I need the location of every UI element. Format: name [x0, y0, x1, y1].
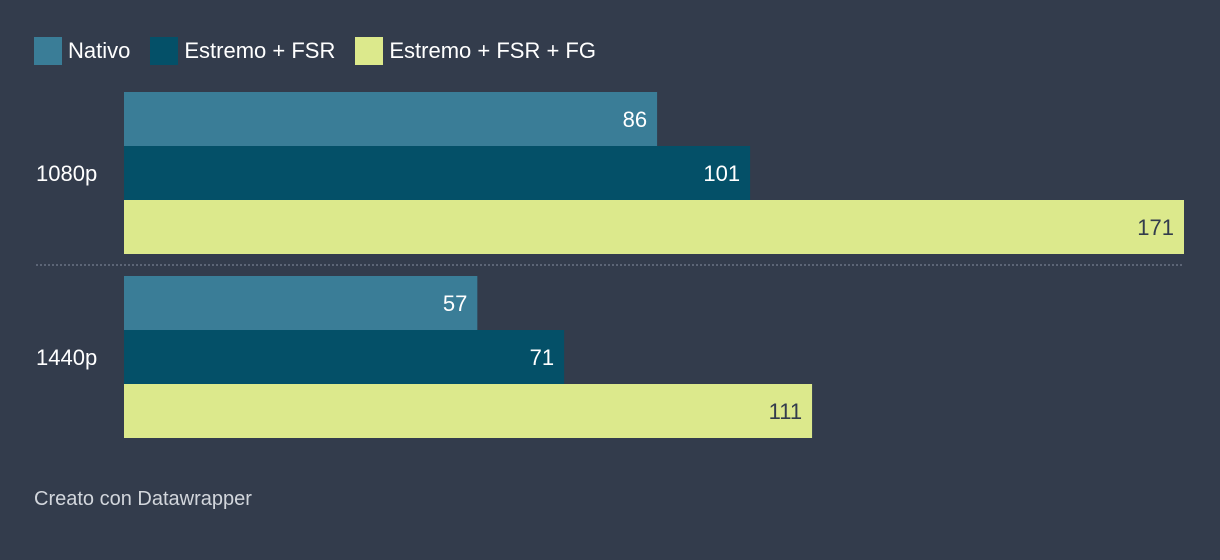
legend-item-estremo-fsr-fg: Estremo + FSR + FG	[355, 37, 596, 65]
footer-credit: Creato con Datawrapper	[34, 488, 252, 510]
bar-1440p-series-0	[124, 276, 478, 330]
bar-chart: 86 101 171 1080p 57 71 111 1440p	[36, 92, 1184, 438]
bar-1080p-series-1	[124, 146, 751, 200]
bar-1080p-series-0	[124, 92, 658, 146]
category-label-1080p: 1080p	[36, 161, 97, 186]
legend-label-estremo-fsr-fg: Estremo + FSR + FG	[389, 38, 596, 63]
legend-item-nativo: Nativo	[34, 37, 130, 65]
bar-1440p-series-2	[124, 384, 813, 438]
legend: Nativo Estremo + FSR Estremo + FSR + FG	[34, 34, 616, 68]
category-label-1440p: 1440p	[36, 345, 97, 370]
legend-label-estremo-fsr: Estremo + FSR	[184, 38, 336, 63]
bar-1440p-series-1	[124, 330, 565, 384]
data-label-1080p-series-1: 101	[703, 161, 740, 186]
data-label-1440p-series-1: 71	[530, 345, 554, 370]
legend-item-estremo-fsr: Estremo + FSR	[150, 37, 335, 65]
bar-1080p-series-2	[124, 200, 1184, 254]
legend-label-nativo: Nativo	[68, 38, 131, 63]
data-label-1440p-series-0: 57	[443, 291, 467, 316]
legend-swatch-estremo-fsr	[150, 37, 179, 65]
data-label-1080p-series-2: 171	[1137, 215, 1174, 240]
legend-swatch-nativo	[34, 37, 62, 65]
data-label-1080p-series-0: 86	[623, 107, 647, 132]
data-label-1440p-series-2: 111	[769, 399, 802, 424]
legend-swatch-estremo-fsr-fg	[355, 37, 384, 65]
